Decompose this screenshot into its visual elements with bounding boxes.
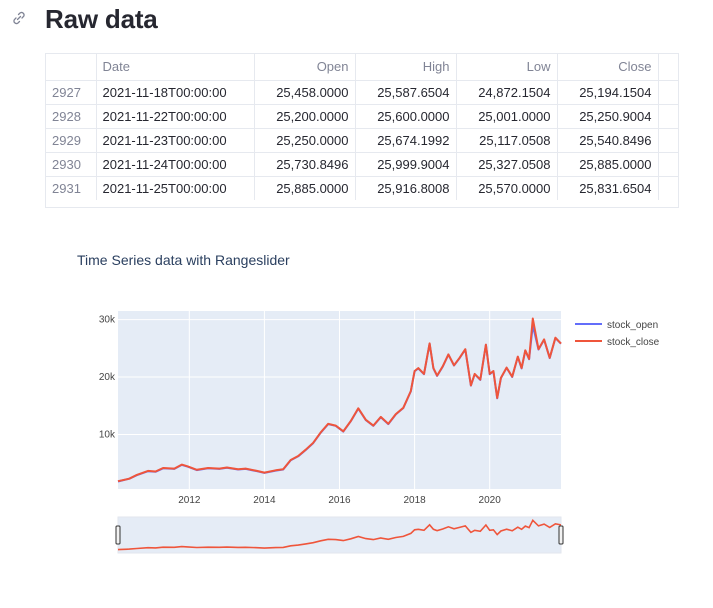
series-line-stock-close[interactable] xyxy=(117,317,562,483)
cell-high[interactable]: 25,600.0000 xyxy=(355,104,457,129)
cell-high[interactable]: 25,587.6504 xyxy=(355,80,457,105)
cell-close[interactable]: 25,885.0000 xyxy=(557,152,659,177)
table-header-row: Date Open High Low Close xyxy=(46,54,678,81)
row-index[interactable]: 2931 xyxy=(46,176,97,200)
cell-open[interactable]: 25,885.0000 xyxy=(254,176,356,200)
y-tick-label: 10k xyxy=(99,429,116,440)
cell-low[interactable]: 25,001.0000 xyxy=(456,104,558,129)
table-row[interactable]: 2929 2021-11-23T00:00:00 25,250.0000 25,674… xyxy=(46,128,678,153)
cell-close[interactable]: 25,540.8496 xyxy=(557,128,659,153)
row-index[interactable]: 2929 xyxy=(46,128,97,153)
row-index[interactable]: 2927 xyxy=(46,80,97,105)
raw-data-table[interactable]: Date Open High Low Close 2927 2021-11-18T… xyxy=(45,53,679,208)
cell-close[interactable]: 25,194.1504 xyxy=(557,80,659,105)
column-header-date[interactable]: Date xyxy=(96,54,255,81)
row-index[interactable]: 2930 xyxy=(46,152,97,177)
cell-date[interactable]: 2021-11-24T00:00:00 xyxy=(96,152,255,177)
cell-low[interactable]: 25,570.0000 xyxy=(456,176,558,200)
cell-date[interactable]: 2021-11-18T00:00:00 xyxy=(96,80,255,105)
table-row[interactable]: 2928 2021-11-22T00:00:00 25,200.0000 25,600… xyxy=(46,104,678,129)
row-index[interactable]: 2928 xyxy=(46,104,97,129)
column-header-index[interactable] xyxy=(46,54,97,81)
cell-date[interactable]: 2021-11-25T00:00:00 xyxy=(96,176,255,200)
x-tick-label: 2012 xyxy=(178,495,201,506)
cell-low[interactable]: 25,117.0508 xyxy=(456,128,558,153)
x-tick-label: 2014 xyxy=(253,495,276,506)
y-tick-label: 20k xyxy=(99,372,116,383)
cell-high[interactable]: 25,674.1992 xyxy=(355,128,457,153)
x-tick-label: 2016 xyxy=(328,495,351,506)
column-header-spacer xyxy=(658,54,678,81)
rangeslider-handle-left[interactable] xyxy=(115,525,121,545)
cell-close[interactable]: 25,250.9004 xyxy=(557,104,659,129)
y-tick-label: 30k xyxy=(99,315,116,326)
link-icon[interactable] xyxy=(11,10,27,26)
x-tick-label: 2018 xyxy=(403,495,426,506)
column-header-high[interactable]: High xyxy=(355,54,457,81)
table-row[interactable]: 2931 2021-11-25T00:00:00 25,885.0000 25,916… xyxy=(46,176,678,200)
page-title: Raw data xyxy=(45,4,158,34)
cell-spacer xyxy=(658,128,678,153)
cell-open[interactable]: 25,458.0000 xyxy=(254,80,356,105)
rangeslider-handle-right[interactable] xyxy=(558,525,564,545)
cell-low[interactable]: 25,327.0508 xyxy=(456,152,558,177)
column-header-open[interactable]: Open xyxy=(254,54,356,81)
legend-label: stock_close xyxy=(607,337,660,348)
cell-close[interactable]: 25,831.6504 xyxy=(557,176,659,200)
cell-spacer xyxy=(658,104,678,129)
cell-open[interactable]: 25,200.0000 xyxy=(254,104,356,129)
table-row[interactable]: 2927 2021-11-18T00:00:00 25,458.0000 25,587… xyxy=(46,80,678,105)
cell-low[interactable]: 24,872.1504 xyxy=(456,80,558,105)
legend-item-stock-close[interactable]: stock_close xyxy=(575,337,660,348)
table-row[interactable]: 2930 2021-11-24T00:00:00 25,730.8496 25,999… xyxy=(46,152,678,177)
cell-high[interactable]: 25,916.8008 xyxy=(355,176,457,200)
legend-label: stock_open xyxy=(607,320,658,331)
cell-spacer xyxy=(658,80,678,105)
cell-spacer xyxy=(658,152,678,177)
rangeslider-series-line xyxy=(117,518,562,551)
column-header-close[interactable]: Close xyxy=(557,54,659,81)
cell-spacer xyxy=(658,176,678,200)
x-tick-label: 2020 xyxy=(479,495,502,506)
column-header-low[interactable]: Low xyxy=(456,54,558,81)
cell-open[interactable]: 25,250.0000 xyxy=(254,128,356,153)
cell-open[interactable]: 25,730.8496 xyxy=(254,152,356,177)
rangeslider[interactable] xyxy=(117,516,562,554)
cell-high[interactable]: 25,999.9004 xyxy=(355,152,457,177)
cell-date[interactable]: 2021-11-23T00:00:00 xyxy=(96,128,255,153)
chart-title: Time Series data with Rangeslider xyxy=(77,252,290,268)
legend-item-stock-open[interactable]: stock_open xyxy=(575,320,658,331)
cell-date[interactable]: 2021-11-22T00:00:00 xyxy=(96,104,255,129)
